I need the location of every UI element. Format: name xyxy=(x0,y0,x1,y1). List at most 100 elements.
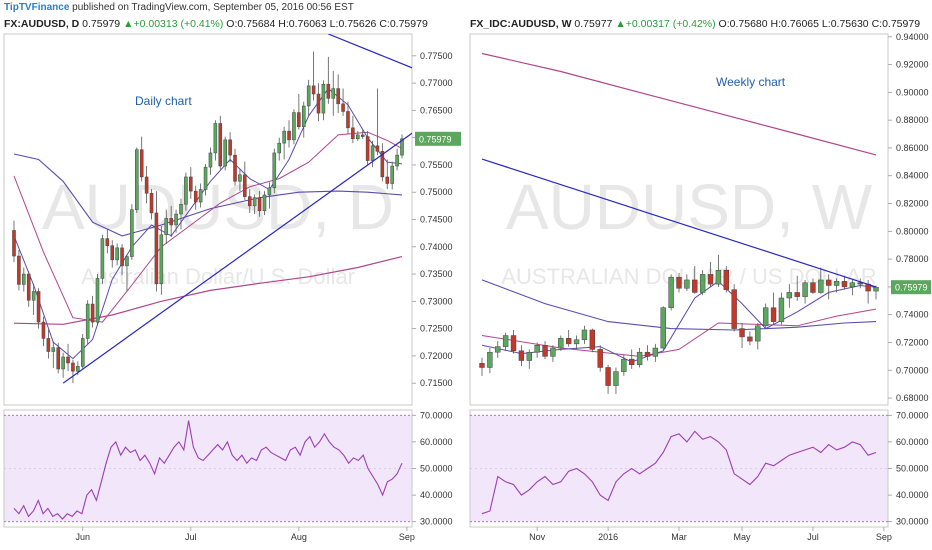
watermark-symbol: AUDUSD, W xyxy=(506,171,873,243)
daily-high: 0.76063 xyxy=(288,18,327,30)
candle-body xyxy=(715,269,722,285)
daily-open: 0.75684 xyxy=(237,18,276,30)
candle-body xyxy=(810,282,816,293)
ma-long-line xyxy=(13,256,403,325)
publisher-name[interactable]: TipTVFinance xyxy=(4,2,70,13)
candle-body xyxy=(395,154,399,167)
candle-body xyxy=(857,282,863,285)
rsi-tick-label: 40.0000 xyxy=(896,490,929,500)
ma-fast-line xyxy=(13,87,403,360)
trendline-support xyxy=(62,132,412,384)
candle-body xyxy=(605,367,611,386)
candle-body xyxy=(316,93,321,114)
candle-body xyxy=(565,338,572,345)
candle-body xyxy=(770,307,777,322)
candle-body xyxy=(301,105,306,127)
candle-body xyxy=(184,176,188,205)
candle-body xyxy=(849,282,856,288)
rsi-tick-label: 50.0000 xyxy=(896,464,929,474)
ma-mid-line xyxy=(481,308,877,357)
candle-body xyxy=(487,351,493,368)
candle-body xyxy=(336,88,340,105)
daily-close: 0.75979 xyxy=(389,18,428,30)
candle-body xyxy=(558,338,564,349)
y-tick-label: 0.72500 xyxy=(420,324,453,334)
candle-body xyxy=(660,307,666,349)
candle-body xyxy=(699,274,706,293)
daily-symbol[interactable]: FX:AUDUSD, D xyxy=(4,18,80,30)
y-tick-label: 0.94000 xyxy=(896,32,929,42)
candle-body xyxy=(644,351,651,357)
candle-body xyxy=(794,292,800,297)
candle-body xyxy=(826,279,832,286)
ma-slow-line xyxy=(13,153,403,237)
x-tick-label: Jun xyxy=(76,532,91,542)
candle-body xyxy=(365,136,370,161)
price-pane xyxy=(469,33,889,406)
candle-body xyxy=(208,152,213,168)
y-tick-label: 0.84000 xyxy=(896,171,929,181)
y-tick-label: 0.70000 xyxy=(896,365,929,375)
price-pane xyxy=(3,33,413,406)
weekly-open: 0.75680 xyxy=(729,18,768,30)
candle-body xyxy=(589,329,596,350)
candle-body xyxy=(71,362,75,372)
candle-body xyxy=(346,111,350,129)
candle-body xyxy=(375,145,380,152)
candle-body xyxy=(755,325,761,342)
candle-body xyxy=(277,142,281,154)
candle-body xyxy=(629,358,635,365)
candle-body xyxy=(233,154,237,182)
x-tick-label: Aug xyxy=(291,532,307,542)
candle-body xyxy=(351,127,355,140)
rsi-tick-label: 40.0000 xyxy=(420,490,453,500)
daily-low-label: L: xyxy=(329,18,339,30)
candle-body xyxy=(668,276,674,308)
daily-high-label: H: xyxy=(278,18,289,30)
weekly-high-label: H: xyxy=(770,18,782,30)
y-tick-label: 0.72000 xyxy=(420,351,453,361)
candle-body xyxy=(321,83,326,114)
candle-body xyxy=(26,273,31,301)
weekly-symbol[interactable]: FX_IDC:AUDUSD, W xyxy=(470,18,572,30)
rsi-tick-label: 30.0000 xyxy=(896,517,929,527)
candle-body xyxy=(247,196,252,207)
candle-body xyxy=(105,238,110,246)
candle-body xyxy=(135,149,139,210)
candle-body xyxy=(272,152,277,189)
weekly-close-label: C: xyxy=(871,18,883,30)
rsi-tick-label: 60.0000 xyxy=(420,437,453,447)
candle-body xyxy=(243,174,247,197)
rsi-line xyxy=(13,420,403,520)
candle-body xyxy=(495,346,501,353)
chart-annotation: Weekly chart xyxy=(716,75,786,89)
candle-body xyxy=(652,347,659,357)
y-tick-label: 0.68000 xyxy=(896,393,929,403)
rsi-tick-label: 30.0000 xyxy=(420,517,453,527)
y-tick-label: 0.74000 xyxy=(896,310,929,320)
candle-body xyxy=(51,347,56,352)
candle-body xyxy=(613,371,619,386)
candle-body xyxy=(179,203,183,215)
candle-body xyxy=(115,247,119,261)
candle-body xyxy=(76,366,80,372)
weekly-last: 0.75977 xyxy=(574,18,613,30)
y-tick-label: 0.75000 xyxy=(420,187,453,197)
candle-body xyxy=(502,335,509,347)
candle-body xyxy=(228,139,232,156)
y-tick-label: 0.90000 xyxy=(896,87,929,97)
rsi-line xyxy=(481,430,877,515)
last-price-badge xyxy=(891,280,931,295)
candle-body xyxy=(61,356,65,370)
up-arrow-icon: ▲ xyxy=(123,18,134,30)
x-tick-label: Nov xyxy=(529,532,546,542)
candle-body xyxy=(581,329,588,340)
candle-body xyxy=(203,166,208,190)
daily-header: FX:AUDUSD, D 0.75979 ▲+0.00313 (+0.41%) … xyxy=(4,17,428,31)
candle-body xyxy=(510,335,517,352)
up-arrow-icon: ▲ xyxy=(615,18,626,30)
candle-body xyxy=(287,130,291,141)
ma-long-line xyxy=(481,52,877,156)
